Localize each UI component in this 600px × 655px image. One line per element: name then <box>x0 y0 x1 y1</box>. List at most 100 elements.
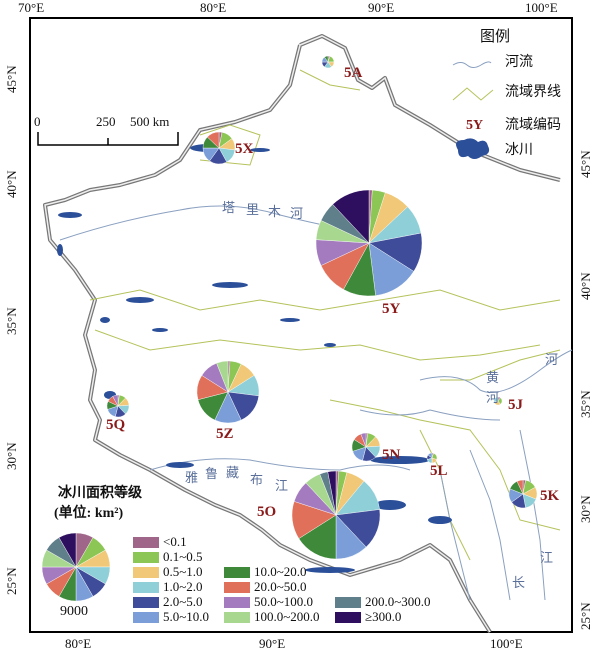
class-swatch <box>133 537 159 548</box>
legend-item-label: 河流 <box>505 55 533 70</box>
river-symbol <box>452 61 492 68</box>
rivers <box>59 205 573 601</box>
axis-label-top: 90°E <box>368 0 395 15</box>
legend-item-label: 冰川 <box>505 143 533 158</box>
class-legend-title: 冰川面积等级 <box>58 486 142 501</box>
river-name: 藏 <box>226 465 240 480</box>
class-label: ≥300.0 <box>365 609 402 624</box>
basin-code-label: 5X <box>235 141 254 157</box>
legend-item-label: 流域界线 <box>505 85 561 100</box>
axis-label-left: 35°N <box>4 307 19 335</box>
river-name: 江 <box>275 478 289 493</box>
basin-code-label: 5Q <box>106 417 126 433</box>
pie-5X <box>202 131 236 165</box>
river-name: 鲁 <box>205 466 219 481</box>
pie-5N <box>351 432 381 462</box>
river-name: 河 <box>545 352 559 367</box>
class-swatch <box>133 552 159 563</box>
class-label: 1.0~2.0 <box>163 579 203 594</box>
basin-code-label: 5K <box>540 488 560 504</box>
pie-slice <box>360 432 367 448</box>
basin-pies <box>106 55 538 560</box>
river-name: 布 <box>250 472 264 487</box>
pie-slice <box>216 360 229 393</box>
basin-boundaries <box>89 69 561 561</box>
pie-slice <box>112 394 119 407</box>
axis-label-right: 40°N <box>578 272 593 300</box>
axis-label-right: 25°N <box>578 602 593 630</box>
basin-boundary-symbol <box>452 87 494 101</box>
pie-slice <box>324 55 329 63</box>
class-swatch <box>224 597 250 608</box>
basin-code-label: 5Z <box>216 426 234 442</box>
class-swatch <box>224 612 250 623</box>
scale-tick: 0 <box>34 114 41 129</box>
class-swatch <box>335 612 361 623</box>
axis-label-bottom: 80°E <box>65 636 92 651</box>
pie-slice <box>493 396 499 403</box>
legend-code-symbol: 5Y <box>466 118 484 133</box>
river-name: 长 <box>512 575 526 590</box>
axis-label-left: 45°N <box>4 65 19 93</box>
axis-label-top: 80°E <box>200 0 227 15</box>
river-name: 河 <box>290 206 304 221</box>
river-name: 江 <box>540 550 554 565</box>
glaciers <box>57 144 452 573</box>
class-label: 0.1~0.5 <box>163 549 203 564</box>
scale-tick: 250 <box>96 114 116 129</box>
pie-5L <box>426 452 438 464</box>
pie-slice <box>327 470 337 516</box>
basin-code-label: 5O <box>257 504 277 520</box>
class-label: 100.0~200.0 <box>254 609 320 624</box>
pie-5Y <box>315 189 423 297</box>
river-name: 雅 <box>185 470 199 485</box>
class-swatch <box>133 597 159 608</box>
class-swatches <box>133 537 361 623</box>
scale-tick: 500 km <box>130 114 170 129</box>
basin-code-label: 5N <box>382 447 401 463</box>
axis-label-right: 45°N <box>578 150 593 178</box>
axis-label-left: 30°N <box>4 442 19 470</box>
legend-sample-pie <box>41 532 111 602</box>
axis-label-top: 70°E <box>18 0 45 15</box>
pie-slice <box>516 479 524 495</box>
basin-code-label: 5L <box>430 463 448 479</box>
class-label: 10.0~20.0 <box>254 564 307 579</box>
scale-bar <box>37 132 179 146</box>
class-label: 2.0~5.0 <box>163 594 203 609</box>
axis-label-left: 25°N <box>4 567 19 595</box>
pie-slice <box>58 532 77 568</box>
basin-code-label: 5Y <box>382 301 401 317</box>
legend-item-label: 流域编码 <box>505 118 561 133</box>
pie-5K <box>508 479 538 509</box>
class-swatch <box>133 612 159 623</box>
class-swatch <box>224 582 250 593</box>
pie-slice <box>332 189 370 244</box>
class-label: <0.1 <box>163 534 187 549</box>
river-name: 河 <box>486 390 500 405</box>
river-name: 木 <box>268 204 282 219</box>
pie-slice <box>427 452 433 459</box>
sample-value: 9000 <box>60 604 88 619</box>
class-legend-unit: (单位: km²) <box>54 506 124 521</box>
class-swatch <box>133 582 159 593</box>
axis-label-right: 30°N <box>578 495 593 523</box>
axis-label-top: 100°E <box>525 0 558 15</box>
class-label: 0.5~1.0 <box>163 564 203 579</box>
glacier-symbol <box>456 138 490 159</box>
basin-code-label: 5A <box>344 65 363 81</box>
class-swatch <box>224 567 250 578</box>
pie-5J <box>493 396 503 406</box>
pie-slice <box>298 514 337 560</box>
pie-5Q <box>106 394 130 418</box>
pie-5A <box>321 55 335 69</box>
pie-slice <box>207 131 220 149</box>
class-label: 20.0~50.0 <box>254 579 307 594</box>
river-name: 塔 <box>222 200 236 215</box>
axis-label-right: 35°N <box>578 390 593 418</box>
river-name: 里 <box>246 202 260 217</box>
legend-title: 图例 <box>480 29 511 45</box>
axis-label-bottom: 90°E <box>259 636 286 651</box>
